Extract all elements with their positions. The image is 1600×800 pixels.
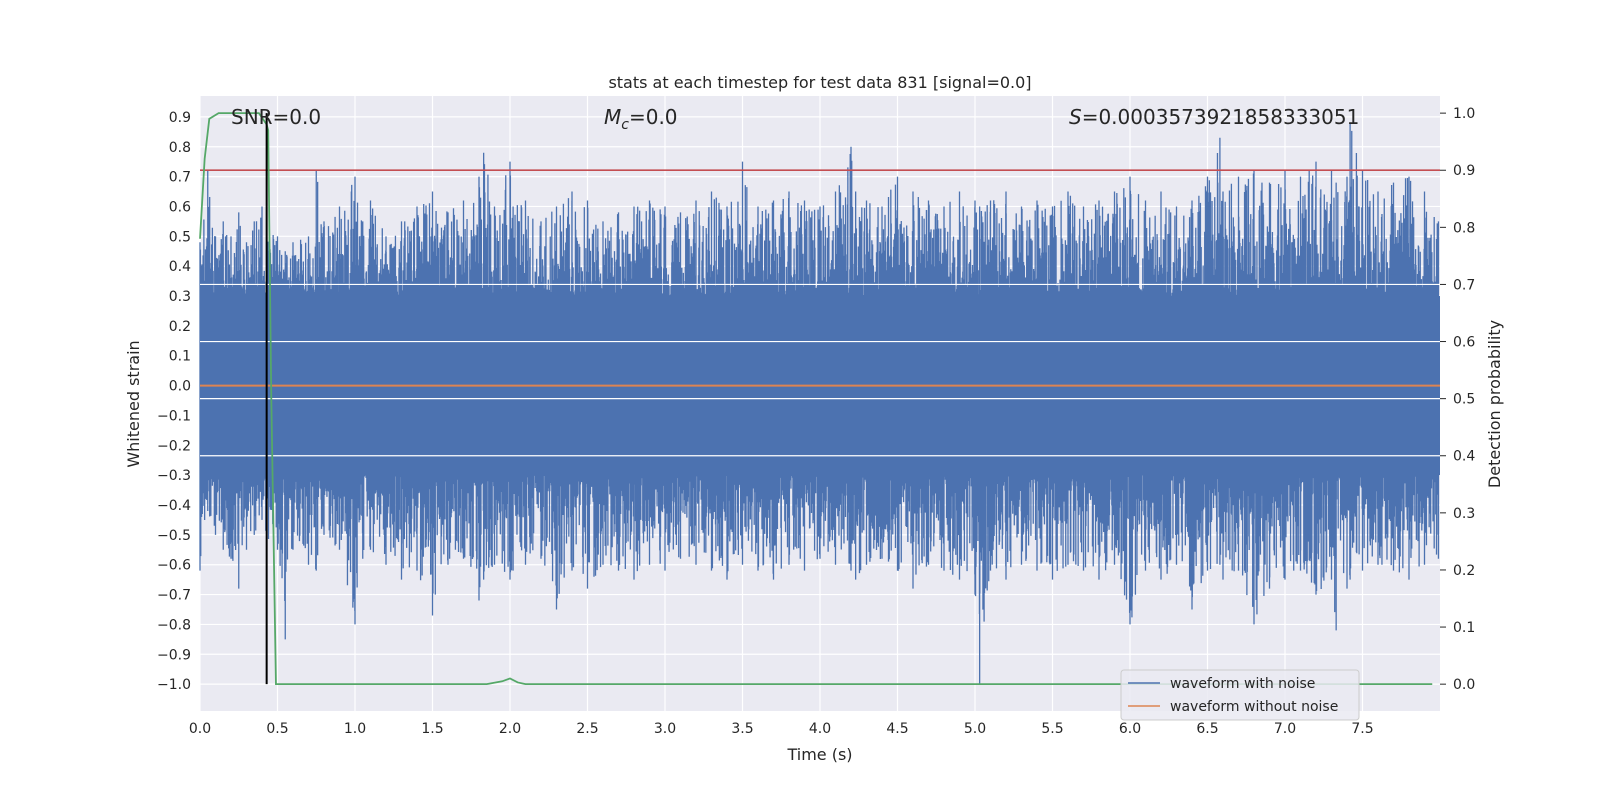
x-tick-label: 7.5	[1351, 721, 1373, 737]
y-tick-label: 0.6	[169, 199, 191, 215]
legend-label-waveform-with-noise: waveform with noise	[1170, 676, 1315, 692]
y-tick-label: 0.9	[169, 110, 191, 126]
y-tick-label: −0.5	[157, 528, 191, 544]
x-tick-label: 3.5	[731, 721, 753, 737]
y-tick-label: −0.3	[157, 468, 191, 484]
y-tick-label: −1.0	[157, 677, 191, 693]
chirp-mass-subscript: c	[621, 117, 629, 133]
y-tick-label: −0.4	[157, 498, 191, 514]
legend-label-waveform-without-noise: waveform without noise	[1170, 699, 1338, 715]
y-tick-label: −0.6	[157, 558, 191, 574]
y-tick-label: 0.1	[169, 349, 191, 365]
x-tick-label: 4.0	[809, 721, 831, 737]
y-tick-label: −0.7	[157, 588, 191, 604]
x-tick-label: 2.5	[576, 721, 598, 737]
y-tick-label: 0.2	[169, 319, 191, 335]
y2-tick-label: 0.6	[1453, 335, 1475, 351]
x-tick-label: 5.0	[964, 721, 986, 737]
chirp-mass-symbol: M	[604, 105, 621, 129]
x-tick-label: 4.5	[886, 721, 908, 737]
detection-probability-line	[199, 112, 1433, 686]
y2-tick-label: 0.8	[1453, 220, 1475, 236]
s-value: =0.0003573921858333051	[1082, 105, 1360, 129]
waveform-with-noise-line	[199, 122, 1440, 685]
y2-tick-label: 1.0	[1453, 106, 1475, 122]
y2-tick-label: 0.0	[1453, 677, 1475, 693]
chirp-mass-value: =0.0	[629, 105, 678, 129]
y-tick-label: −0.2	[157, 438, 191, 454]
x-tick-label: 1.5	[421, 721, 443, 737]
chirp-mass-annotation: Mc=0.0	[604, 105, 678, 133]
y-tick-label: −0.8	[157, 617, 191, 633]
y-axis-left: 0.9 0.8 0.7 0.6 0.5 0.4 0.3 0.2 0.1 0.0 −0.1 −0.2 −0…	[157, 110, 191, 693]
x-tick-label: 0.0	[189, 721, 211, 737]
x-tick-label: 7.0	[1274, 721, 1296, 737]
chart-title: stats at each timestep for test data 831…	[608, 73, 1031, 92]
x-tick-label: 1.0	[344, 721, 366, 737]
x-axis-label: Time (s)	[786, 745, 852, 764]
s-annotation: S=0.0003573921858333051	[1069, 105, 1359, 129]
x-tick-label: 6.0	[1119, 721, 1141, 737]
x-axis: 0.0 0.5 1.0 1.5 2.0 2.5 3.0 3.5 4.0 4.5 5.0 5.5 6.0 6…	[189, 721, 1374, 737]
x-tick-label: 0.5	[266, 721, 288, 737]
y2-tick-label: 0.5	[1453, 392, 1475, 408]
y2-tick-label: 0.7	[1453, 277, 1475, 293]
y-tick-label: 0.0	[169, 379, 191, 395]
y-tick-label: 0.3	[169, 289, 191, 305]
y-tick-label: 0.7	[169, 170, 191, 186]
y-tick-label: 0.5	[169, 229, 191, 245]
y2-axis-label: Detection probability	[1485, 320, 1504, 488]
y2-tick-label: 0.1	[1453, 620, 1475, 636]
x-tick-label: 3.0	[654, 721, 676, 737]
snr-annotation: SNR=0.0	[231, 105, 321, 129]
y2-tick-label: 0.3	[1453, 506, 1475, 522]
y-tick-label: 0.8	[169, 140, 191, 156]
legend-box	[1120, 669, 1360, 721]
y-tick-label: −0.1	[157, 408, 191, 424]
y-tick-label: −0.9	[157, 647, 191, 663]
x-tick-label: 5.5	[1041, 721, 1063, 737]
s-symbol: S	[1069, 105, 1082, 129]
x-tick-label: 6.5	[1196, 721, 1218, 737]
y2-tick-label: 0.9	[1453, 163, 1475, 179]
y-axis-label: Whitened strain	[124, 340, 143, 467]
y2-tick-label: 0.2	[1453, 563, 1475, 579]
y2-tick-label: 0.4	[1453, 449, 1475, 465]
x-tick-label: 2.0	[499, 721, 521, 737]
y-axis-right: 1.0 0.9 0.8 0.7 0.6 0.5 0.4 0.3 0.2 0.1 0.0	[1440, 106, 1475, 693]
series-layer	[199, 112, 1440, 686]
y-tick-label: 0.4	[169, 259, 191, 275]
legend: waveform with noise waveform without noi…	[1120, 669, 1360, 721]
